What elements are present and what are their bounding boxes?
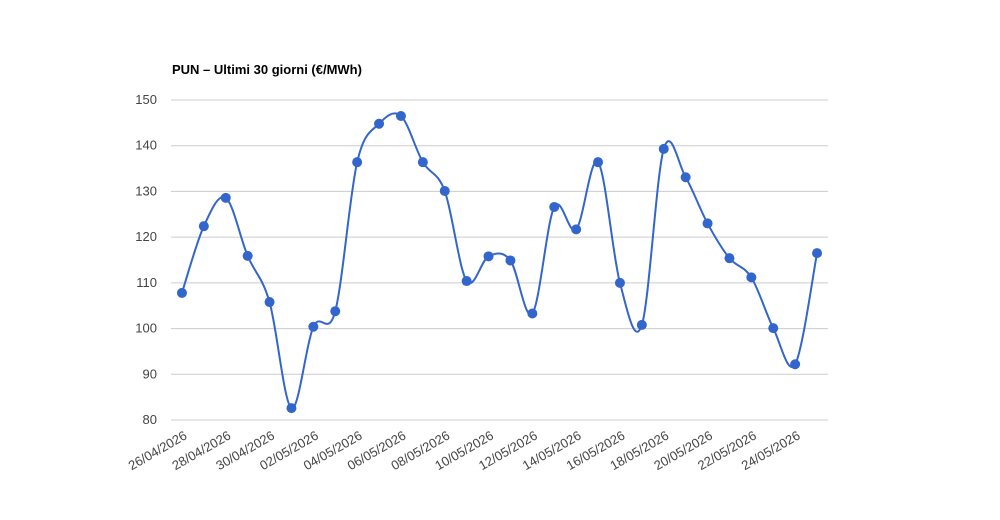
point [724, 253, 735, 264]
point [242, 250, 253, 261]
point [220, 192, 231, 203]
point [614, 277, 625, 288]
y-tick-label: 140 [135, 138, 157, 153]
chart-title: PUN – Ultimi 30 giorni (€/MWh) [172, 62, 362, 77]
point [593, 157, 604, 168]
y-tick-label: 150 [135, 92, 157, 107]
y-tick-label: 90 [143, 366, 157, 381]
point [571, 224, 582, 235]
y-tick-label: 130 [135, 183, 157, 198]
line [180, 112, 819, 410]
point [636, 319, 647, 330]
point [286, 403, 297, 414]
point [461, 276, 472, 287]
point [330, 306, 341, 317]
point [658, 143, 669, 154]
y-tick-label: 120 [135, 229, 157, 244]
point [352, 157, 363, 168]
point [198, 221, 209, 232]
y-tick-label: 80 [143, 412, 157, 427]
point [746, 272, 757, 283]
point [264, 297, 275, 308]
point [702, 218, 713, 229]
point [395, 111, 406, 121]
point [308, 321, 319, 332]
point [680, 172, 691, 183]
point [527, 308, 538, 319]
point [176, 287, 187, 298]
point [439, 185, 450, 196]
point [505, 255, 516, 266]
point [790, 359, 801, 370]
y-tick-label: 100 [135, 321, 157, 336]
point [812, 248, 823, 259]
point [549, 201, 560, 212]
point [417, 157, 428, 168]
point [768, 323, 779, 334]
point [374, 118, 385, 129]
y-tick-label: 110 [136, 275, 157, 290]
point [483, 251, 494, 262]
